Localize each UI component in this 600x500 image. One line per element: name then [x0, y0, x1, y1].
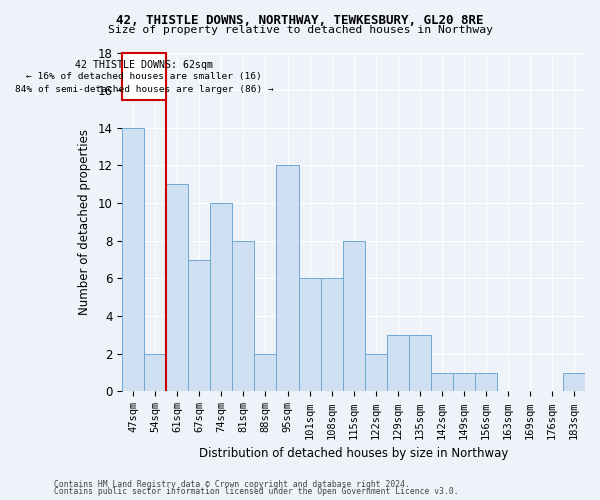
- Bar: [409, 335, 431, 392]
- Bar: [232, 241, 254, 392]
- Bar: [144, 354, 166, 392]
- Bar: [277, 166, 299, 392]
- Text: Size of property relative to detached houses in Northway: Size of property relative to detached ho…: [107, 25, 493, 35]
- Text: Contains public sector information licensed under the Open Government Licence v3: Contains public sector information licen…: [54, 488, 458, 496]
- Bar: [475, 372, 497, 392]
- Bar: [188, 260, 211, 392]
- Bar: [211, 203, 232, 392]
- Text: 42 THISTLE DOWNS: 62sqm: 42 THISTLE DOWNS: 62sqm: [75, 60, 213, 70]
- Text: 84% of semi-detached houses are larger (86) →: 84% of semi-detached houses are larger (…: [15, 84, 274, 94]
- Bar: [386, 335, 409, 392]
- Text: Contains HM Land Registry data © Crown copyright and database right 2024.: Contains HM Land Registry data © Crown c…: [54, 480, 410, 489]
- Bar: [254, 354, 277, 392]
- Bar: [299, 278, 320, 392]
- X-axis label: Distribution of detached houses by size in Northway: Distribution of detached houses by size …: [199, 447, 508, 460]
- Bar: [431, 372, 453, 392]
- Bar: [343, 241, 365, 392]
- Bar: [563, 372, 585, 392]
- Bar: [320, 278, 343, 392]
- Y-axis label: Number of detached properties: Number of detached properties: [77, 129, 91, 315]
- Text: 42, THISTLE DOWNS, NORTHWAY, TEWKESBURY, GL20 8RE: 42, THISTLE DOWNS, NORTHWAY, TEWKESBURY,…: [116, 14, 484, 27]
- Bar: [365, 354, 386, 392]
- Bar: [453, 372, 475, 392]
- Bar: [122, 52, 166, 100]
- Bar: [122, 128, 144, 392]
- Text: ← 16% of detached houses are smaller (16): ← 16% of detached houses are smaller (16…: [26, 72, 262, 82]
- Bar: [166, 184, 188, 392]
